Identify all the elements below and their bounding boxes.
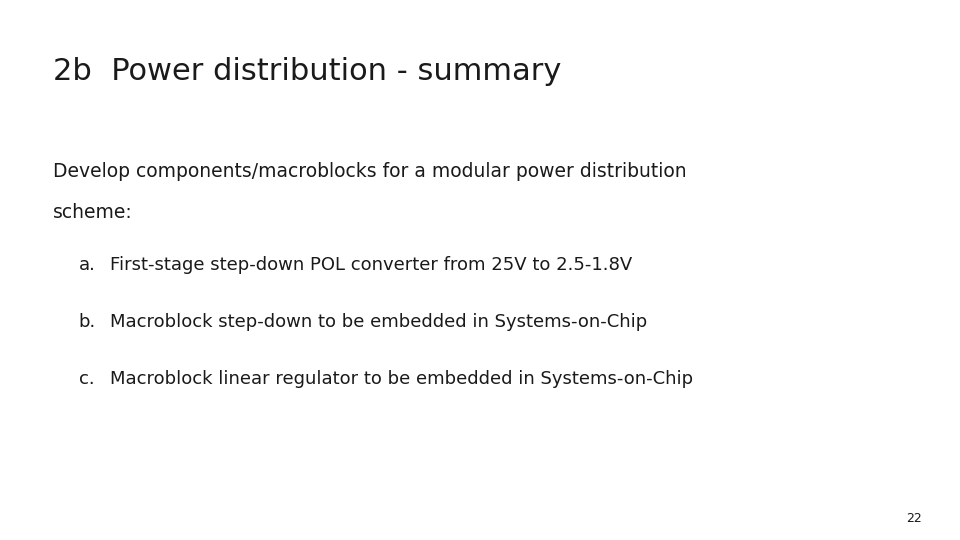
Text: c.: c. bbox=[79, 370, 94, 388]
Text: a.: a. bbox=[79, 256, 96, 274]
Text: Macroblock step-down to be embedded in Systems-on-Chip: Macroblock step-down to be embedded in S… bbox=[110, 313, 648, 331]
Text: Develop components/macroblocks for a modular power distribution: Develop components/macroblocks for a mod… bbox=[53, 162, 686, 181]
Text: 22: 22 bbox=[906, 512, 922, 525]
Text: 2b  Power distribution - summary: 2b Power distribution - summary bbox=[53, 57, 562, 86]
Text: First-stage step-down POL converter from 25V to 2.5-1.8V: First-stage step-down POL converter from… bbox=[110, 256, 633, 274]
Text: b.: b. bbox=[79, 313, 96, 331]
Text: scheme:: scheme: bbox=[53, 202, 132, 221]
Text: Macroblock linear regulator to be embedded in Systems-on-Chip: Macroblock linear regulator to be embedd… bbox=[110, 370, 693, 388]
